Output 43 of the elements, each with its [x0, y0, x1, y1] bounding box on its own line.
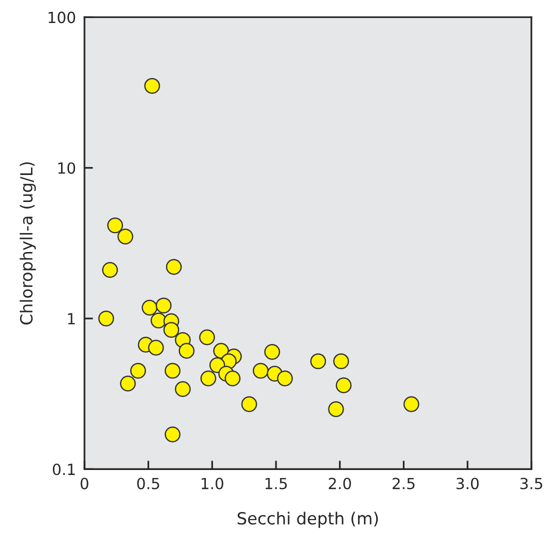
point: [142, 300, 158, 316]
point: [156, 298, 172, 314]
point: [130, 362, 146, 379]
point: [252, 362, 269, 379]
point: [120, 376, 136, 392]
point: [200, 370, 216, 386]
point: [178, 342, 195, 359]
point: [241, 396, 258, 412]
point: [333, 353, 350, 370]
point: [148, 340, 164, 356]
x-tick-label: 1.0: [202, 478, 224, 490]
point: [98, 310, 114, 326]
x-tick-label: 2.0: [328, 478, 351, 490]
x-tick-label: 3.5: [520, 478, 542, 490]
x-tick-label: 2.5: [392, 478, 415, 490]
x-tick-label: 1.5: [266, 478, 287, 490]
point: [336, 377, 352, 394]
x-tick-label: 0: [80, 478, 88, 490]
point: [328, 401, 344, 418]
point: [310, 353, 326, 370]
y-tick-label: 0.1: [52, 464, 75, 476]
point: [150, 312, 166, 328]
x-axis-title: Secchi depth (m): [238, 512, 378, 528]
x-tick-label: 3.0: [456, 478, 479, 490]
y-tick-label: 10: [58, 162, 76, 174]
point: [144, 78, 160, 94]
point: [117, 228, 134, 244]
point: [164, 362, 180, 379]
point: [166, 259, 182, 275]
point: [199, 329, 215, 346]
y-tick-label: 100: [48, 12, 76, 24]
y-tick-label: 1: [68, 313, 75, 324]
point: [164, 426, 180, 442]
y-axis-title: Chlorophyll-a (ug/L): [20, 162, 36, 325]
point: [174, 381, 191, 397]
point: [403, 396, 420, 412]
point: [277, 370, 293, 386]
point: [163, 322, 180, 338]
point: [224, 370, 240, 386]
x-tick-label: 0.5: [137, 478, 160, 490]
point: [102, 262, 118, 278]
point: [264, 344, 280, 360]
point: [107, 217, 124, 234]
